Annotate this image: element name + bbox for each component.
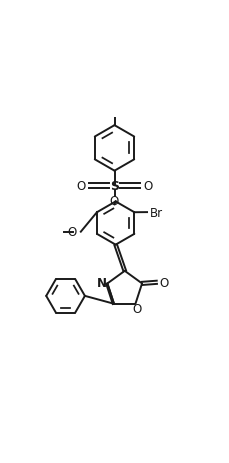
Text: Br: Br	[150, 206, 163, 219]
Text: N: N	[97, 276, 107, 289]
Text: O: O	[132, 303, 141, 316]
Text: O: O	[110, 194, 119, 207]
Text: O: O	[68, 225, 77, 238]
Text: S: S	[110, 180, 119, 193]
Text: O: O	[143, 180, 152, 193]
Text: O: O	[160, 276, 169, 289]
Text: O: O	[77, 180, 86, 193]
